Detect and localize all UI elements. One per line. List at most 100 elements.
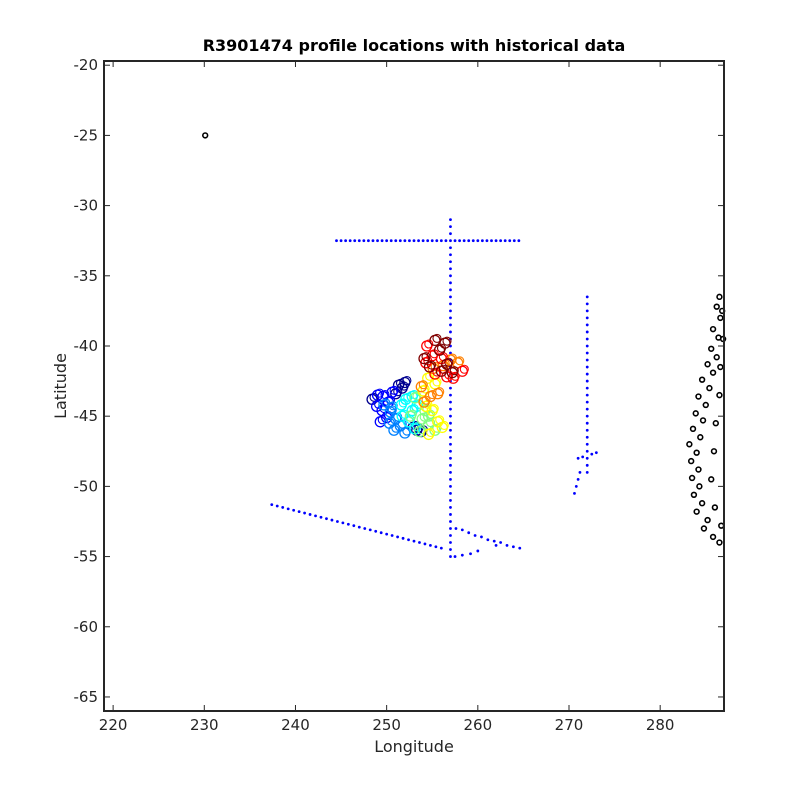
historical-data-point: [421, 239, 425, 243]
historical-data-point: [449, 400, 452, 404]
historical-data-point: [449, 548, 452, 551]
historical-data-point: [434, 545, 438, 549]
historical-data-point: [449, 232, 452, 236]
x-tick-label: 250: [372, 716, 401, 734]
float-profile-location: [416, 425, 427, 435]
coastline-point: [713, 354, 720, 361]
historical-data-point: [270, 503, 274, 507]
historical-data-point: [585, 414, 589, 418]
historical-data-point: [401, 536, 405, 540]
coastline-point: [695, 466, 702, 473]
historical-data-point: [449, 316, 452, 320]
coastline-point: [698, 376, 706, 383]
historical-data-point: [449, 267, 452, 271]
float-profile-location: [438, 364, 448, 374]
historical-data-point: [439, 546, 443, 550]
float-profile-location: [442, 336, 452, 346]
historical-data-point: [585, 456, 589, 460]
coastline-point: [716, 391, 723, 399]
historical-data-point: [449, 414, 452, 418]
coastline-point: [698, 500, 706, 507]
plot-marks: [202, 132, 727, 558]
coastline-point: [708, 476, 715, 483]
coastline-point: [699, 417, 707, 424]
historical-data-point: [585, 463, 589, 467]
y-tick-label: -60: [74, 618, 99, 636]
plot-frame: [103, 60, 725, 712]
float-profile-location: [399, 376, 411, 389]
historical-data-point: [435, 239, 439, 243]
historical-data-point: [449, 470, 452, 474]
historical-data-point: [585, 442, 589, 446]
historical-data-point: [385, 239, 389, 243]
float-profile-location: [439, 337, 451, 349]
historical-data-point: [412, 239, 416, 243]
historical-data-point: [449, 435, 452, 439]
y-tick-label: -20: [74, 56, 99, 74]
historical-data-point: [585, 386, 589, 390]
historical-data-point: [585, 351, 589, 355]
x-tick-label: 280: [646, 716, 675, 734]
float-profile-location: [421, 352, 431, 362]
historical-data-point: [585, 393, 589, 397]
chart-title: R3901474 profile locations with historic…: [203, 36, 626, 55]
y-tick-label: -55: [74, 548, 99, 566]
historical-data-point: [319, 515, 323, 519]
historical-data-point: [480, 239, 484, 243]
historical-data-point: [449, 513, 452, 516]
historical-data-point: [471, 239, 475, 243]
historical-data-point: [494, 543, 498, 547]
historical-data-point: [449, 463, 452, 467]
historical-data-point: [439, 239, 443, 243]
float-profile-location: [400, 393, 412, 405]
historical-data-point: [486, 538, 490, 542]
coastline-point: [697, 434, 704, 441]
historical-data-point: [585, 302, 589, 306]
historical-data-point: [585, 295, 589, 299]
coastline-point: [702, 401, 709, 409]
historical-data-point: [407, 538, 410, 542]
coastline-point: [709, 533, 717, 541]
historical-data-point: [374, 529, 378, 533]
historical-data-point: [585, 337, 589, 341]
historical-data-point: [389, 239, 393, 243]
historical-data-point: [467, 531, 471, 535]
historical-data-point: [371, 239, 375, 243]
float-profile-location: [450, 371, 460, 381]
historical-data-point: [281, 506, 285, 509]
float-profile-location: [420, 384, 430, 394]
historical-data-point: [573, 491, 576, 495]
coastline-point: [689, 425, 697, 433]
historical-data-point: [449, 499, 452, 502]
y-tick-label: -65: [74, 688, 99, 706]
historical-data-point: [585, 400, 589, 404]
historical-data-point: [594, 451, 598, 455]
historical-data-point: [379, 531, 383, 535]
historical-data-point: [585, 435, 589, 439]
historical-data-point: [398, 239, 402, 243]
float-profile-location: [389, 385, 399, 395]
coastline-point: [690, 491, 698, 499]
y-tick-label: -25: [74, 126, 99, 144]
float-profile-location: [418, 352, 430, 365]
float-profile-location: [415, 381, 427, 393]
historical-data-point: [426, 239, 430, 243]
historical-data-point: [499, 541, 503, 544]
coastline-point: [709, 369, 717, 376]
float-profile-location: [449, 366, 459, 376]
historical-data-point: [449, 477, 452, 481]
coastline-point: [202, 132, 209, 139]
float-profile-location: [396, 410, 408, 422]
historical-data-point: [490, 239, 493, 243]
coastline-point: [706, 384, 713, 392]
historical-data-point: [576, 456, 580, 460]
float-profile-location: [426, 360, 437, 370]
historical-data-point: [449, 442, 452, 446]
float-profile-location: [426, 427, 436, 437]
float-profile-location: [432, 388, 444, 400]
historical-data-point: [480, 535, 483, 539]
historical-data-point: [348, 239, 352, 243]
historical-data-point: [585, 323, 589, 327]
historical-data-point: [336, 520, 339, 523]
